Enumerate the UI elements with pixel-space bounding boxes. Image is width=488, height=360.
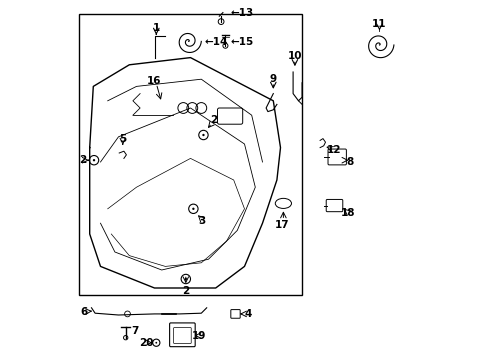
Text: ←15: ←15 [230,37,254,47]
Text: 9: 9 [269,74,276,84]
Text: 2: 2 [210,114,217,125]
Text: 2: 2 [182,286,189,296]
Text: 1: 1 [152,23,160,33]
Text: 16: 16 [146,76,161,86]
Text: 3: 3 [198,216,205,226]
Text: 18: 18 [340,208,354,219]
Text: 2: 2 [79,155,86,165]
Circle shape [184,278,186,280]
Text: 6: 6 [81,307,88,317]
Text: 8: 8 [346,157,352,167]
Text: 17: 17 [274,220,289,230]
Circle shape [155,342,157,343]
Text: 20: 20 [139,338,154,348]
Circle shape [93,159,95,161]
Text: 5: 5 [119,134,126,144]
Circle shape [202,134,204,136]
Text: 10: 10 [287,51,302,61]
Text: 11: 11 [371,19,386,29]
Bar [79,14,302,295]
Text: 4: 4 [244,309,251,319]
Text: 19: 19 [192,330,206,341]
Text: 12: 12 [326,145,341,155]
Text: 7: 7 [131,326,138,336]
Text: ←14: ←14 [204,37,228,47]
Text: ←13: ←13 [230,8,254,18]
Circle shape [192,208,194,210]
